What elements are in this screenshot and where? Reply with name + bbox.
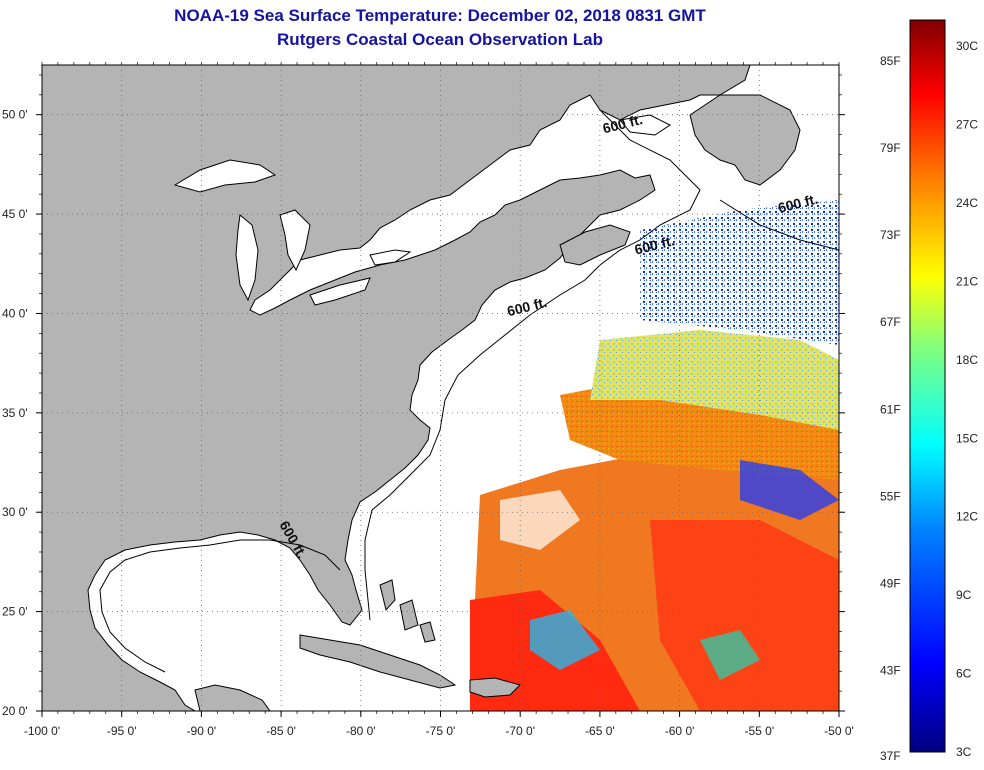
colorbar-c-label: 24C	[956, 196, 978, 210]
sst-data-layer	[470, 200, 839, 711]
colorbar-f-label: 55F	[880, 489, 901, 503]
lat-tick-label: 30 0'	[2, 505, 28, 519]
colorbar-c-label: 15C	[956, 431, 978, 445]
lat-tick-label: 45 0'	[2, 207, 28, 221]
map-title: NOAA-19 Sea Surface Temperature: Decembe…	[174, 6, 706, 25]
lon-tick-label: -90 0'	[187, 724, 217, 738]
colorbar-f-label: 85F	[880, 54, 901, 68]
lon-tick-label: -65 0'	[585, 724, 615, 738]
lon-tick-label: -75 0'	[426, 724, 456, 738]
lon-tick-label: -55 0'	[744, 724, 774, 738]
lon-tick-label: -70 0'	[505, 724, 535, 738]
colorbar-c-label: 21C	[956, 274, 978, 288]
colorbar-c-label: 9C	[956, 588, 972, 602]
colorbar-f-label: 61F	[880, 402, 901, 416]
lat-tick-label: 25 0'	[2, 605, 28, 619]
lon-tick-label: -60 0'	[665, 724, 695, 738]
colorbar-c-label: 3C	[956, 745, 972, 759]
depth-contours	[99, 109, 839, 673]
colorbar-c-label: 6C	[956, 667, 972, 681]
latitude-axis: 20 0' 25 0' 30 0' 35 0' 40 0' 45 0' 50 0'	[2, 74, 845, 718]
colorbar-f-label: 43F	[880, 664, 901, 678]
map-subtitle: Rutgers Coastal Ocean Observation Lab	[277, 30, 603, 49]
lat-tick-label: 35 0'	[2, 406, 28, 420]
lat-tick-label: 50 0'	[2, 108, 28, 122]
lon-tick-label: -50 0'	[824, 724, 854, 738]
lon-tick-label: -85 0'	[266, 724, 296, 738]
colorbar-f-label: 73F	[880, 228, 901, 242]
colorbar-c-label: 30C	[956, 39, 978, 53]
colorbar-c-label: 27C	[956, 118, 978, 132]
lat-tick-label: 40 0'	[2, 306, 28, 320]
colorbar-c-label: 18C	[956, 353, 978, 367]
great-lakes	[173, 114, 671, 306]
lon-tick-label: -80 0'	[346, 724, 376, 738]
lat-tick-label: 20 0'	[2, 704, 28, 718]
colorbar-f-label: 67F	[880, 315, 901, 329]
lon-tick-label: -95 0'	[107, 724, 137, 738]
colorbar-f-label: 37F	[880, 749, 901, 763]
lon-tick-label: -100 0'	[24, 724, 60, 738]
colorbar-celsius-labels: 30C 27C 24C 21C 18C 15C 12C 9C 6C 3C	[956, 39, 978, 759]
colorbar-c-label: 12C	[956, 510, 978, 524]
sst-colorbar	[909, 19, 946, 753]
colorbar-fahrenheit-labels: 85F 79F 73F 67F 61F 55F 49F 43F 37F	[880, 54, 901, 763]
land-layer	[42, 65, 801, 711]
colorbar-f-label: 49F	[880, 577, 901, 591]
longitude-axis: -100 0' -95 0' -90 0' -85 0' -80 0' -75 0' -70…	[24, 62, 854, 738]
colorbar-f-label: 79F	[880, 141, 901, 155]
